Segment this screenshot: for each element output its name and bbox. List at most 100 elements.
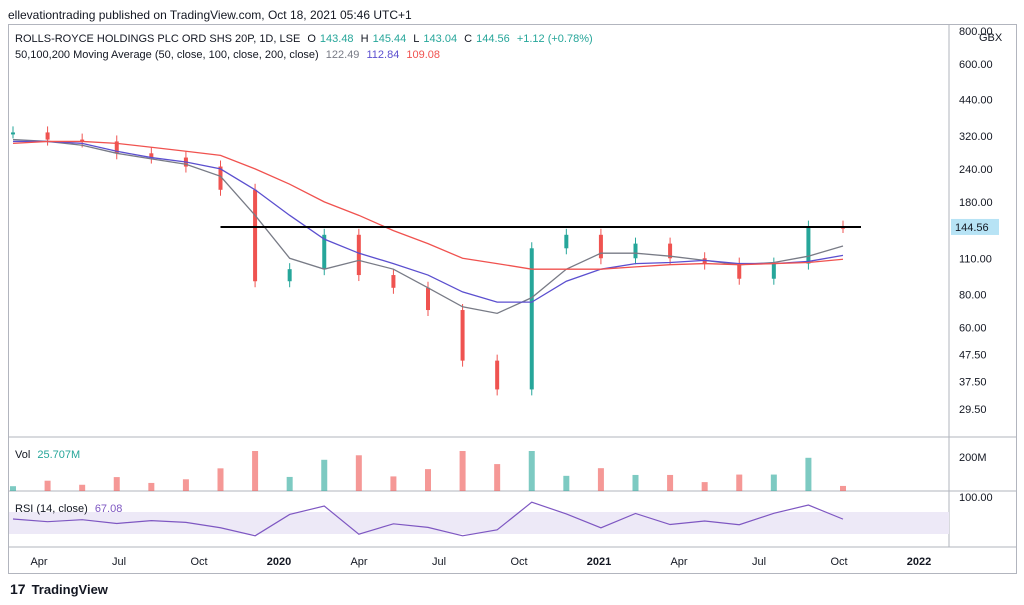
price-candle bbox=[253, 189, 258, 282]
price-candle bbox=[11, 132, 15, 135]
time-tick-label: Apr bbox=[670, 556, 687, 568]
volume-bar bbox=[148, 482, 155, 491]
price-candle bbox=[426, 287, 430, 311]
ohlc-high: 145.44 bbox=[372, 33, 407, 45]
price-candle bbox=[80, 139, 85, 142]
time-tick-label: Oct bbox=[190, 556, 207, 568]
volume-bar bbox=[10, 486, 16, 491]
ma200-value: 109.08 bbox=[406, 49, 441, 61]
price-candle bbox=[218, 166, 223, 190]
volume-bar bbox=[563, 475, 570, 491]
footer-brand: TradingView bbox=[31, 581, 108, 597]
price-tick-label: 320.00 bbox=[959, 131, 993, 143]
publish-line: ellevationtrading published on TradingVi… bbox=[8, 8, 412, 22]
ohlc-h-label: H bbox=[360, 33, 369, 45]
volume-bar bbox=[321, 459, 328, 491]
price-candle bbox=[287, 269, 292, 282]
price-tick-label: 37.50 bbox=[959, 377, 987, 389]
ohlc-change: +1.12 (+0.78%) bbox=[516, 33, 593, 45]
volume-bar bbox=[79, 484, 86, 491]
volume-bar bbox=[667, 474, 674, 491]
volume-bar bbox=[113, 477, 120, 491]
volume-bar bbox=[840, 485, 846, 491]
rsi-band bbox=[9, 512, 949, 534]
ma50-value: 122.49 bbox=[325, 49, 360, 61]
price-tick-label: 60.00 bbox=[959, 323, 987, 335]
chart-frame[interactable]: 800.00 600.00 440.00 320.00 240.00 180.00 110.… bbox=[8, 24, 1017, 574]
price-tick-label: 600.00 bbox=[959, 59, 993, 71]
price-candle bbox=[391, 275, 396, 288]
volume-bar bbox=[390, 476, 397, 491]
chart-background bbox=[9, 25, 1016, 573]
price-candle bbox=[737, 263, 742, 279]
price-tick-label: 440.00 bbox=[959, 94, 993, 106]
ma-legend: 50,100,200 Moving Average (50, close, 10… bbox=[15, 49, 444, 61]
price-tick-label: 180.00 bbox=[959, 197, 993, 209]
volume-bar bbox=[770, 474, 777, 491]
volume-bar bbox=[494, 464, 501, 491]
time-tick-label: Oct bbox=[510, 556, 527, 568]
time-tick-label: Jul bbox=[432, 556, 446, 568]
volume-value: 25.707M bbox=[37, 449, 81, 461]
volume-bar bbox=[528, 451, 535, 491]
ma200-line bbox=[12, 140, 844, 270]
ohlc-o-label: O bbox=[307, 33, 316, 45]
ohlc-open: 143.48 bbox=[319, 33, 354, 45]
rsi-value: 67.08 bbox=[94, 503, 123, 515]
volume-bar bbox=[182, 479, 189, 491]
volume-bar bbox=[286, 476, 293, 491]
current-price-tag bbox=[951, 218, 999, 235]
rsi-label: RSI (14, close) bbox=[15, 503, 88, 515]
price-tick-label: 800.00 bbox=[959, 26, 993, 38]
price-candle bbox=[771, 263, 776, 279]
price-candle bbox=[495, 360, 500, 390]
volume-bar bbox=[252, 451, 259, 491]
volume-bar bbox=[632, 474, 639, 491]
price-tick-label: 47.50 bbox=[959, 349, 987, 361]
volume-bar bbox=[597, 468, 604, 491]
time-tick-label: 2020 bbox=[267, 556, 291, 568]
symbol-legend: ROLLS-ROYCE HOLDINGS PLC ORD SHS 20P, 1D… bbox=[15, 33, 597, 45]
price-candle bbox=[45, 132, 50, 140]
time-tick-label: Jul bbox=[112, 556, 126, 568]
price-candle bbox=[356, 234, 361, 276]
price-tick-label: 29.50 bbox=[959, 404, 987, 416]
volume-bar bbox=[44, 480, 51, 491]
time-tick-label: Apr bbox=[350, 556, 367, 568]
price-candle bbox=[529, 248, 534, 390]
price-candle bbox=[598, 234, 603, 259]
price-candle bbox=[668, 243, 673, 259]
volume-label: Vol bbox=[15, 449, 31, 461]
volume-bar bbox=[459, 451, 466, 491]
time-tick-label: Oct bbox=[830, 556, 847, 568]
volume-bar bbox=[736, 474, 743, 491]
tradingview-footer[interactable]: 17 TradingView bbox=[10, 581, 108, 597]
price-candle bbox=[633, 243, 638, 259]
chart-canvas[interactable]: 800.00 600.00 440.00 320.00 240.00 180.00 110.… bbox=[9, 25, 1016, 573]
price-candle bbox=[322, 234, 327, 270]
time-tick-label: 2021 bbox=[587, 556, 611, 568]
price-candle bbox=[460, 310, 465, 361]
time-tick-label: Jul bbox=[752, 556, 766, 568]
volume-bar bbox=[701, 482, 708, 491]
ohlc-low: 143.04 bbox=[423, 33, 458, 45]
price-tick-label: 80.00 bbox=[959, 290, 987, 302]
time-tick-label: Apr bbox=[30, 556, 47, 568]
volume-legend: Vol 25.707M bbox=[15, 449, 84, 461]
current-price-label: 144.56 bbox=[955, 222, 989, 234]
symbol-title: ROLLS-ROYCE HOLDINGS PLC ORD SHS 20P, 1D… bbox=[15, 33, 301, 45]
price-candle bbox=[564, 234, 569, 249]
volume-bar bbox=[425, 469, 431, 491]
volume-bar bbox=[355, 455, 362, 491]
time-tick-label: 2022 bbox=[907, 556, 931, 568]
price-candle bbox=[114, 141, 119, 154]
price-candle bbox=[149, 153, 154, 158]
price-tick-label: 240.00 bbox=[959, 164, 993, 176]
rsi-line bbox=[12, 501, 844, 537]
ohlc-l-label: L bbox=[413, 33, 420, 45]
volume-bar bbox=[805, 457, 812, 491]
ma100-value: 112.84 bbox=[366, 49, 400, 61]
rsi-legend: RSI (14, close) 67.08 bbox=[15, 503, 126, 515]
price-tick-label: 110.00 bbox=[959, 253, 992, 265]
ohlc-close: 144.56 bbox=[476, 33, 510, 45]
